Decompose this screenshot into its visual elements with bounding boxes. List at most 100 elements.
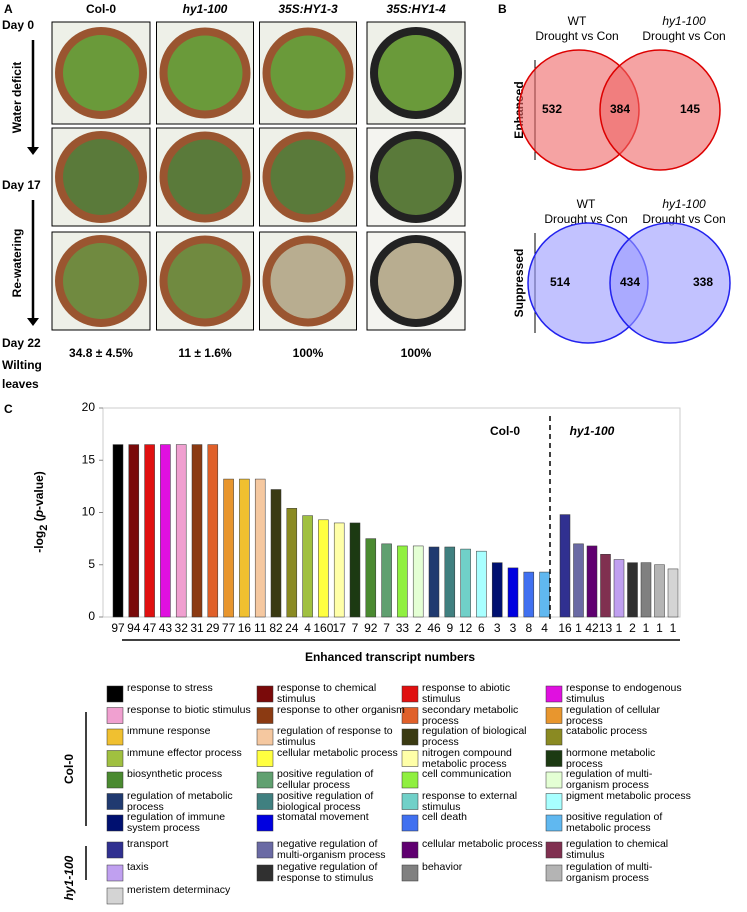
- legend-label: cellular metabolic process: [277, 746, 398, 759]
- y-axis-label: -log2 (p-value): [32, 471, 50, 553]
- bar: [128, 444, 140, 618]
- legend-swatch: [401, 864, 419, 882]
- bar: [397, 545, 408, 618]
- bar-count-label: 46: [427, 621, 441, 635]
- bar: [286, 508, 298, 618]
- legend-swatch: [256, 864, 274, 882]
- bar: [112, 444, 124, 618]
- venn-number: 514: [550, 275, 570, 289]
- y-axis-label-part: p: [32, 510, 46, 518]
- bar-count-label: 24: [285, 621, 299, 635]
- bar-count-label: 9: [446, 621, 453, 635]
- venn-title: Drought vs Con: [544, 212, 627, 226]
- column-header: 35S:HY1-3: [278, 2, 338, 16]
- column-header: hy1-100: [183, 2, 228, 16]
- y-tick-label: 0: [88, 609, 95, 623]
- bar-count-label: 7: [352, 621, 359, 635]
- arrow-label: Re-watering: [10, 229, 24, 298]
- legend-label: regulation of biological process: [422, 725, 527, 748]
- bar-count-label: 94: [127, 621, 141, 635]
- legend-label: negative regulation of response to stimu…: [277, 861, 378, 884]
- group-label: Col-0: [490, 424, 520, 438]
- bar-count-label: 16: [238, 621, 252, 635]
- legend-swatch: [401, 728, 419, 746]
- panel-letter: B: [498, 2, 507, 16]
- bar: [507, 567, 519, 618]
- venn-number: 145: [680, 102, 700, 116]
- legend-swatch: [545, 864, 563, 882]
- bar: [586, 545, 598, 618]
- legend-label: response to endogenous stimulus: [566, 682, 682, 705]
- legend-label: hormone metabolic process: [566, 746, 656, 770]
- y-axis-label-part: 2: [38, 525, 50, 531]
- bar: [160, 444, 171, 618]
- bar: [175, 444, 187, 618]
- legend-label: stomatal movement: [277, 811, 369, 823]
- bar-count-label: 43: [159, 621, 173, 635]
- wilting-label: Wilting: [2, 358, 42, 372]
- bar-count-label: 2: [629, 621, 636, 635]
- wilting-value: 34.8 ± 4.5%: [69, 346, 133, 360]
- legend-label: pigment metabolic process: [566, 789, 691, 802]
- legend-swatch: [106, 728, 124, 746]
- legend-label: response to other organism: [277, 703, 405, 716]
- legend-swatch: [401, 814, 419, 832]
- bar: [539, 571, 550, 618]
- bar-count-label: 3: [510, 621, 517, 635]
- bar-count-label: 16: [558, 621, 572, 635]
- bar: [412, 545, 424, 618]
- plant: [270, 243, 346, 319]
- legend-swatch: [256, 750, 274, 767]
- venn-label: Suppressed: [512, 249, 526, 318]
- legend-swatch: [106, 841, 124, 859]
- wilting-value: 11 ± 1.6%: [178, 346, 232, 360]
- bar: [573, 543, 584, 618]
- bar: [444, 546, 456, 618]
- bar-count-label: 33: [396, 621, 410, 635]
- bar: [254, 478, 266, 618]
- legend-label: positive regulation of cellular process: [277, 768, 374, 791]
- legend-label: immune effector process: [127, 746, 242, 759]
- bar-count-label: 1: [643, 621, 650, 635]
- legend-label: regulation of immune system process: [127, 811, 226, 834]
- y-tick-label: 5: [88, 557, 95, 571]
- bar: [523, 571, 535, 618]
- legend-swatch: [256, 814, 274, 832]
- legend-swatch: [545, 793, 563, 810]
- legend-group-label: hy1-100: [62, 855, 76, 900]
- bar-count-label: 13: [599, 621, 613, 635]
- legend-swatch: [256, 841, 274, 859]
- bar-count-label: 82: [269, 621, 283, 635]
- bar-count-label: 12: [459, 621, 473, 635]
- row-label: Day 0: [2, 18, 34, 32]
- bar: [600, 554, 611, 618]
- wilting-value: 100%: [401, 346, 432, 360]
- legend-label: biosynthetic process: [127, 768, 223, 780]
- legend-label: regulation of metabolic process: [127, 789, 233, 813]
- venn-circle: [599, 49, 721, 171]
- legend-label: regulation of multi-organism process: [566, 861, 653, 884]
- legend-label: response to stress: [127, 682, 213, 694]
- legend-label: cell death: [422, 811, 467, 823]
- bar-count-label: 2: [415, 621, 422, 635]
- plant: [63, 35, 139, 111]
- legend-swatch: [401, 771, 419, 789]
- legend-swatch: [106, 887, 124, 905]
- arrow-label: Water deficit: [10, 62, 24, 134]
- bar-count-label: 97: [111, 621, 125, 635]
- bar: [365, 538, 377, 618]
- legend-label: cell communication: [422, 768, 512, 780]
- legend-label: response to chemical stimulus: [277, 682, 377, 705]
- bar: [428, 546, 440, 618]
- legend-group-label: Col-0: [62, 754, 76, 784]
- legend-swatch: [256, 793, 274, 810]
- bar-count-label: 1: [616, 621, 623, 635]
- legend-label: behavior: [422, 861, 463, 873]
- legend-label: regulation of response to stimulus: [277, 725, 393, 748]
- bar: [333, 522, 345, 618]
- y-axis-label-part: -log: [32, 531, 46, 553]
- bar-count-label: 4: [304, 621, 311, 635]
- bar-count-label: 32: [175, 621, 189, 635]
